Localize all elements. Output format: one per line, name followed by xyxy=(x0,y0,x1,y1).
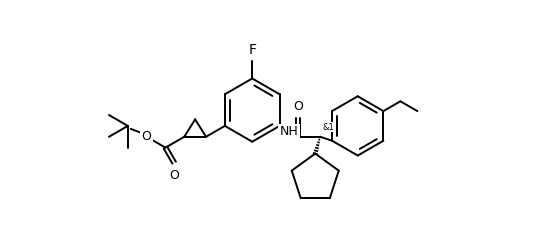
Text: NH: NH xyxy=(280,125,299,138)
Text: &1: &1 xyxy=(322,123,334,132)
Text: O: O xyxy=(142,130,152,143)
Text: F: F xyxy=(248,43,256,57)
Text: O: O xyxy=(169,169,179,182)
Text: O: O xyxy=(294,100,304,113)
